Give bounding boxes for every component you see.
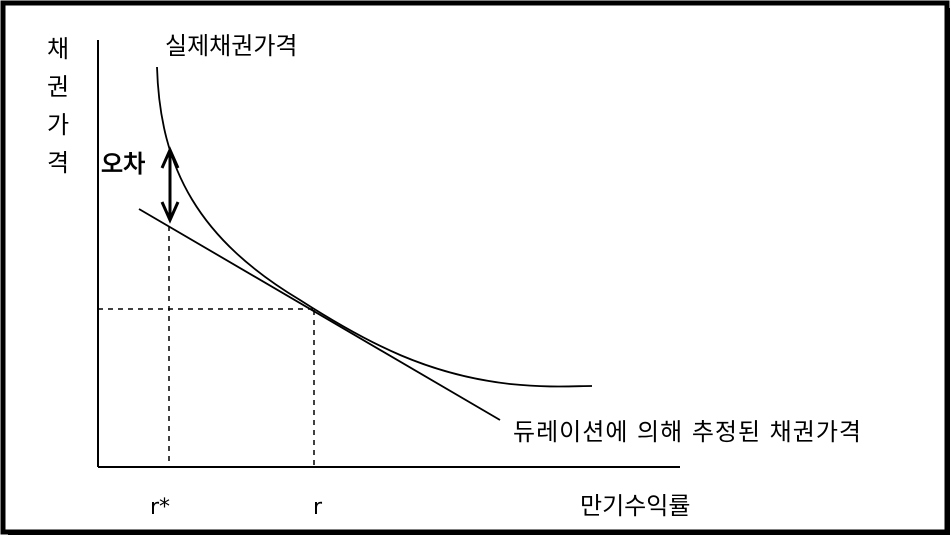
border-shadow-right — [946, 8, 950, 535]
duration-tangent-line — [138, 208, 501, 421]
actual-price-label: 실제채권가격 — [165, 32, 298, 60]
y-axis-title-char: 채 — [46, 35, 70, 63]
error-arrow-head-down — [160, 201, 180, 224]
r-star-tick-label: r* — [150, 495, 171, 520]
error-label: 오차 — [101, 150, 146, 178]
y-axis-title-char: 격 — [46, 149, 70, 177]
y-axis-title-char: 권 — [46, 73, 70, 101]
y-axis-title-char: 가 — [46, 111, 70, 139]
actual-price-curve — [156, 66, 593, 388]
duration-estimate-label: 듀레이션에 의해 추정된 채권가격 — [513, 418, 863, 446]
border-shadow-bottom — [8, 531, 950, 535]
r-tick-label: r — [313, 495, 323, 520]
x-axis-title: 만기수익률 — [580, 492, 691, 520]
y-axis-title: 채 권 가 격 — [38, 30, 78, 182]
error-arrow-head-up — [160, 146, 180, 169]
